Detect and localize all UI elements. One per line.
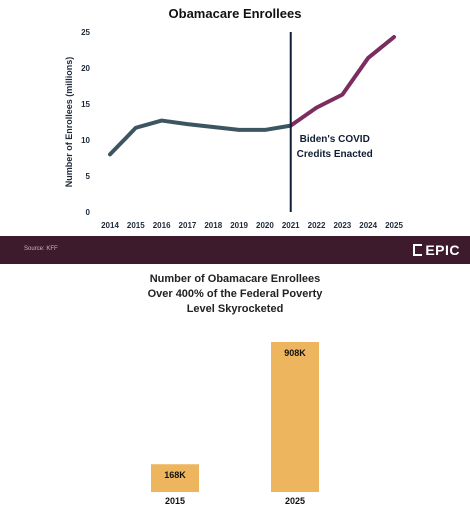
y-tick-label: 15 — [81, 100, 90, 109]
brand-logo: EPIC — [413, 242, 460, 258]
x-tick-label: 2024 — [359, 221, 377, 230]
brand-name: EPIC — [425, 242, 460, 258]
bar-category-label: 2025 — [285, 496, 305, 506]
y-tick-label: 25 — [81, 28, 90, 37]
enrollees-series-line-pre-2021 — [108, 118, 293, 157]
y-tick-label: 10 — [81, 136, 90, 145]
x-tick-label: 2023 — [333, 221, 351, 230]
bar-value-label: 168K — [164, 470, 186, 480]
bar-2015 — [151, 464, 199, 492]
bar-chart-title-line-2: Over 400% of the Federal Poverty — [148, 288, 324, 300]
y-tick-label: 0 — [86, 208, 91, 217]
y-axis-label: Number of Enrollees (millions) — [64, 57, 74, 188]
x-tick-label: 2022 — [308, 221, 326, 230]
x-tick-label: 2015 — [127, 221, 145, 230]
annotation-line-1: Biden's COVID — [300, 134, 370, 145]
y-tick-label: 20 — [81, 64, 90, 73]
bar-category-label: 2015 — [165, 496, 185, 506]
enrollees-line-chart: Obamacare Enrollees Number of Enrollees … — [64, 6, 403, 230]
x-tick-label: 2016 — [153, 221, 171, 230]
footer-band: Source: KFF EPIC — [0, 236, 470, 264]
bar-chart-title-line-1: Number of Obamacare Enrollees — [150, 273, 321, 285]
x-tick-label: 2014 — [101, 221, 119, 230]
bar-2025 — [271, 342, 319, 492]
enrollees-400-fpl-bar-chart: Number of Obamacare Enrollees Over 400% … — [148, 273, 324, 506]
x-tick-label: 2017 — [179, 221, 197, 230]
enrollees-series-line-post-2021 — [288, 35, 396, 128]
x-tick-label: 2025 — [385, 221, 403, 230]
x-tick-label: 2019 — [230, 221, 248, 230]
bar-chart-title-line-3: Level Skyrocketed — [187, 303, 284, 315]
brand-mark-icon — [413, 244, 423, 256]
chart-title: Obamacare Enrollees — [169, 6, 302, 21]
x-tick-label: 2020 — [256, 221, 274, 230]
x-tick-label: 2018 — [204, 221, 222, 230]
y-tick-label: 5 — [86, 172, 91, 181]
bar-value-label: 908K — [284, 348, 306, 358]
annotation-line-2: Credits Enacted — [297, 149, 373, 160]
x-tick-label: 2021 — [282, 221, 300, 230]
source-label: Source: KFF — [24, 246, 58, 252]
